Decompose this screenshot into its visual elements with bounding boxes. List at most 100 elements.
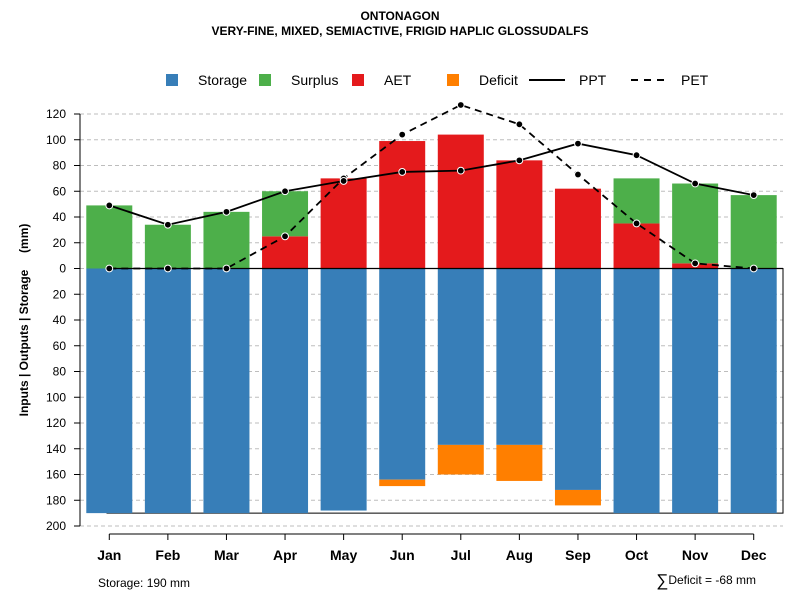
pet-point [515,120,524,129]
ppt-point [515,156,524,165]
storage-note: Storage: 190 mm [98,576,191,590]
chart-title: ONTONAGON [360,9,440,23]
ppt-point [222,207,231,216]
y-tick-label: 40 [53,313,67,327]
storage-bar [672,268,719,514]
storage-bar [613,268,660,514]
deficit-bar [554,489,601,506]
aet-bar [320,178,367,269]
ppt-point [281,187,289,196]
pet-point [105,264,114,273]
pet-line [109,104,754,270]
sum-symbol: ∑ [656,571,669,590]
y-tick-label: 60 [53,339,67,353]
surplus-bar [144,224,191,269]
pet-point [222,264,231,273]
y-tick-label: 140 [46,442,66,456]
pet-point [632,219,641,228]
deficit-bar [379,479,426,487]
legend-swatch [352,74,364,86]
y-tick-label: 60 [53,184,67,198]
ppt-point [163,220,172,229]
storage-bar [730,268,777,514]
ppt-point [398,168,407,176]
surplus-bar [613,178,660,224]
storage-bar [320,268,367,511]
legend-swatch [259,74,271,86]
x-tick-label: Nov [682,547,709,563]
x-tick-label: Jul [451,547,471,563]
surplus-bar [672,183,719,264]
storage-bar [437,268,484,445]
deficit-bar [496,444,543,481]
y-axis-label: Inputs | Outputs | Storage (mm) [17,224,31,417]
aet-bar [554,188,601,269]
y-tick-label: 80 [53,159,67,173]
aet-bar [496,160,543,269]
y-tick-label: 20 [53,287,67,301]
x-tick-label: Mar [214,547,239,563]
surplus-bar [262,191,309,237]
pet-point [281,232,289,241]
legend-label: Surplus [291,72,338,88]
pet-point [574,170,582,179]
ppt-point [691,179,700,188]
aet-bar [613,223,660,269]
legend-label: PET [681,72,709,88]
y-tick-label: 160 [46,468,66,482]
pet-point [456,101,465,109]
legend-label: PPT [579,72,607,88]
y-tick-label: 40 [53,210,67,224]
storage-bar [86,268,133,514]
storage-bar [496,268,543,445]
storage-bar [144,268,191,514]
pet-point [691,259,700,268]
storage-bar [379,268,426,480]
legend-swatch [447,74,459,86]
y-tick-label: 120 [46,416,66,430]
y-tick-label: 80 [53,365,67,379]
legend-label: Storage [198,72,247,88]
deficit-bar [437,444,484,475]
ppt-point [339,177,348,185]
pet-point [398,130,407,139]
x-tick-label: Sep [565,547,591,563]
y-tick-label: 100 [46,133,66,147]
y-tick-label: 180 [46,493,66,507]
storage-bar [262,268,309,514]
storage-bar [554,268,601,490]
deficit-note: ∑Deficit = -68 mm [656,571,756,591]
chart-subtitle: VERY-FINE, MIXED, SEMIACTIVE, FRIGID HAP… [211,24,589,38]
x-tick-label: Jun [390,547,415,563]
ppt-line [109,142,754,226]
legend-label: AET [384,72,412,88]
ppt-point [456,166,465,175]
deficit-text: Deficit = -68 mm [668,573,756,587]
pet-point [163,264,172,273]
y-tick-label: 100 [46,390,66,404]
x-tick-label: Dec [741,547,767,563]
y-tick-label: 0 [59,262,66,276]
ppt-point [105,201,114,210]
x-tick-label: May [330,547,357,563]
surplus-bar [86,205,133,269]
y-tick-label: 20 [53,236,67,250]
aet-bar [262,236,309,269]
x-tick-label: Feb [155,547,180,563]
ppt-point [749,191,758,200]
surplus-bar [730,195,777,269]
y-tick-label: 120 [46,107,66,121]
x-tick-label: Oct [625,547,649,563]
pet-point [749,264,758,273]
aet-bar [379,141,426,269]
aet-bar [437,134,484,269]
x-tick-label: Jan [97,547,121,563]
ppt-point [632,151,641,160]
legend-swatch [166,74,178,86]
legend-label: Deficit [479,72,518,88]
storage-bar [203,268,250,514]
ppt-point [574,139,582,148]
y-tick-label: 200 [46,519,66,533]
x-tick-label: Apr [273,547,298,563]
